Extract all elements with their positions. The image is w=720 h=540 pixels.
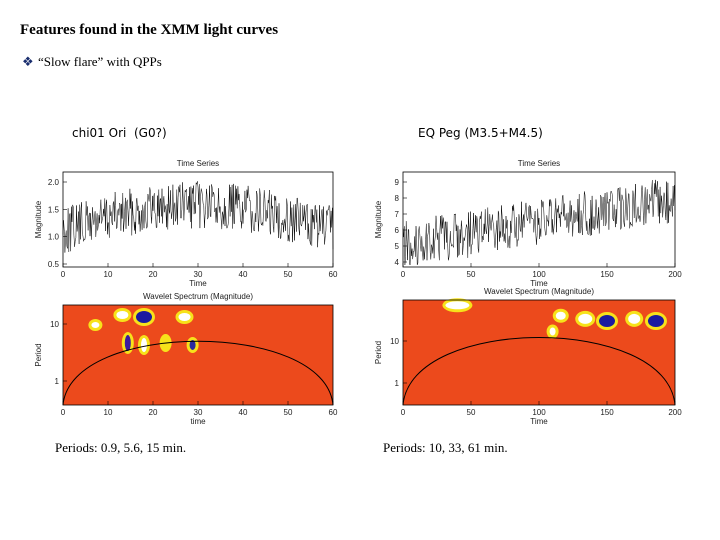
y-tick-label: 7 (395, 210, 400, 219)
x-tick-label: 50 (467, 408, 476, 417)
y-tick-label: 0.5 (48, 260, 60, 269)
spectrum-blob (141, 338, 147, 352)
x-tick-label: 60 (329, 408, 338, 417)
y-axis-label: Period (374, 341, 383, 364)
x-tick-label: 40 (239, 408, 248, 417)
y-axis-label: Magnitude (374, 200, 383, 238)
bullet-icon: ❖ (22, 54, 34, 69)
spectrum-blob (647, 315, 664, 327)
x-tick-label: 200 (668, 408, 682, 417)
cone-of-influence (62, 340, 334, 406)
y-tick-label: 9 (395, 178, 400, 187)
spectrum-blob (178, 313, 191, 321)
x-tick-label: 10 (104, 270, 113, 279)
y-tick-label: 2.0 (48, 178, 60, 187)
cone-of-influence (402, 337, 676, 406)
bullet-text: “Slow flare” with QPPs (38, 54, 162, 69)
spectrum-blob (549, 327, 556, 336)
x-tick-label: 50 (467, 270, 476, 279)
x-tick-label: 0 (61, 270, 66, 279)
x-tick-label: 10 (104, 408, 113, 417)
y-tick-label: 1 (55, 377, 60, 386)
y-tick-label: 5 (395, 242, 400, 251)
x-tick-label: 50 (284, 408, 293, 417)
x-axis-label: Time (530, 417, 548, 426)
x-tick-label: 0 (401, 270, 406, 279)
x-tick-label: 200 (668, 270, 682, 279)
plot-title: Time Series (177, 159, 219, 168)
spectrum-blob (628, 313, 641, 324)
x-axis-label: Time (189, 279, 207, 288)
y-tick-label: 8 (395, 194, 400, 203)
x-axis-label: time (190, 417, 206, 426)
y-axis-label: Period (34, 343, 43, 366)
y-tick-label: 10 (390, 337, 399, 346)
x-tick-label: 150 (600, 408, 614, 417)
x-tick-label: 0 (401, 408, 406, 417)
x-tick-label: 0 (61, 408, 66, 417)
plot-title: Time Series (518, 159, 560, 168)
y-tick-label: 4 (395, 258, 400, 267)
star-label: EQ Peg (M3.5+M4.5) (418, 126, 543, 140)
x-tick-label: 100 (532, 270, 546, 279)
y-tick-label: 1.5 (48, 205, 60, 214)
x-tick-label: 100 (532, 408, 546, 417)
plot-title: Wavelet Spectrum (Magnitude) (484, 287, 594, 296)
plot-title: Wavelet Spectrum (Magnitude) (143, 292, 253, 301)
spectrum-bg (63, 305, 333, 405)
slide-title: Features found in the XMM light curves (20, 22, 278, 38)
spectrum-blob (136, 311, 152, 323)
x-tick-label: 150 (600, 270, 614, 279)
spectrum-blob (189, 340, 196, 350)
spectrum-blob (91, 322, 100, 328)
x-tick-label: 20 (149, 270, 158, 279)
y-axis-label: Magnitude (34, 200, 43, 238)
light-curve (62, 181, 334, 253)
y-tick-label: 1.0 (48, 233, 60, 242)
periods: Periods: 0.9, 5.6, 15 min. (55, 440, 186, 455)
star-label: chi01 Ori (G0?) (72, 126, 167, 140)
spectrum-blob (124, 335, 131, 351)
y-tick-label: 1 (395, 379, 400, 388)
spectrum-blob (445, 301, 470, 310)
light-curve (402, 179, 676, 266)
y-tick-label: 10 (50, 320, 59, 329)
x-tick-label: 60 (329, 270, 338, 279)
periods: Periods: 10, 33, 61 min. (383, 440, 508, 455)
spectrum-blob (555, 311, 566, 320)
y-tick-label: 6 (395, 226, 400, 235)
spectrum-blob (578, 313, 593, 324)
spectrum-blob (116, 311, 129, 319)
x-tick-label: 30 (194, 408, 203, 417)
x-tick-label: 50 (284, 270, 293, 279)
spectrum-blob (599, 315, 615, 327)
x-tick-label: 40 (239, 270, 248, 279)
x-tick-label: 30 (194, 270, 203, 279)
x-tick-label: 20 (149, 408, 158, 417)
x-axis-label: Time (530, 279, 548, 288)
